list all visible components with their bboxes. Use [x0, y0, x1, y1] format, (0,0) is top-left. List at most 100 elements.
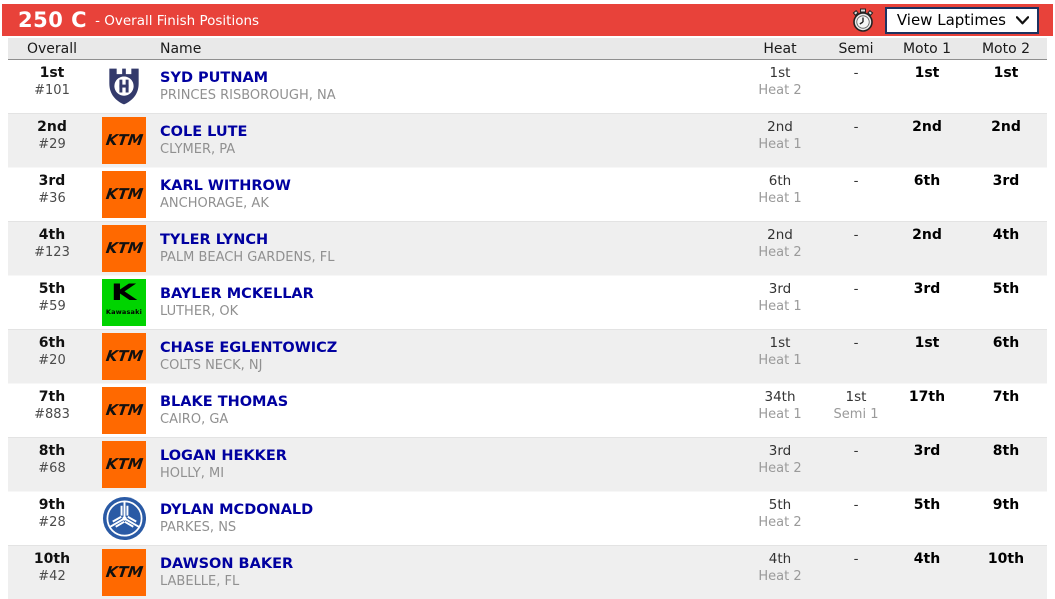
overall-position: 3rd — [38, 173, 66, 189]
semi-cell: - — [823, 330, 889, 383]
overall-position-cell: 8th #68 — [8, 438, 96, 491]
table-row: 8th #68 KTM LOGAN HEKKER HOLLY, MI 3rd H… — [8, 438, 1047, 492]
semi-cell: - — [823, 276, 889, 329]
table-row: 6th #20 KTM CHASE EGLENTOWICZ COLTS NECK… — [8, 330, 1047, 384]
overall-position-cell: 4th #123 — [8, 222, 96, 275]
ktm-logo-icon: KTM — [102, 387, 146, 434]
yamaha-logo-icon — [102, 495, 146, 542]
rider-name-link[interactable]: LOGAN HEKKER — [160, 448, 287, 464]
heat-position: 5th — [768, 497, 792, 513]
rider-hometown: LUTHER, OK — [160, 304, 239, 319]
brand-logo-cell — [96, 60, 152, 113]
rider-number: #42 — [38, 569, 66, 584]
moto2-position: 6th — [992, 335, 1020, 351]
rider-name-link[interactable]: TYLER LYNCH — [160, 232, 269, 248]
heat-label: Heat 2 — [758, 245, 802, 260]
heat-position: 1st — [769, 335, 791, 351]
column-header-overall: Overall — [26, 40, 78, 57]
rider-number: #101 — [34, 83, 70, 98]
rider-hometown: CLYMER, PA — [160, 142, 236, 157]
rider-number: #28 — [38, 515, 66, 530]
heat-cell: 1st Heat 2 — [737, 60, 823, 113]
heat-position: 1st — [769, 65, 791, 81]
brand-logo-cell: KTM — [96, 546, 152, 599]
rider-name-link[interactable]: CHASE EGLENTOWICZ — [160, 340, 338, 356]
rider-name-link[interactable]: COLE LUTE — [160, 124, 248, 140]
moto2-cell: 9th — [965, 492, 1047, 545]
semi-position: - — [853, 443, 859, 459]
table-row: 9th #28 DYLAN MCDONALD PARKES, NS 5th He… — [8, 492, 1047, 546]
stopwatch-icon — [851, 8, 875, 32]
rider-number: #123 — [34, 245, 70, 260]
heat-position: 3rd — [768, 443, 792, 459]
table-row: 10th #42 KTM DAWSON BAKER LABELLE, FL 4t… — [8, 546, 1047, 599]
moto1-position: 3rd — [913, 281, 941, 297]
rider-hometown: LABELLE, FL — [160, 574, 240, 589]
rider-name-link[interactable]: SYD PUTNAM — [160, 70, 269, 86]
moto2-position: 2nd — [991, 119, 1021, 135]
moto1-cell: 2nd — [889, 222, 965, 275]
semi-cell: - — [823, 438, 889, 491]
column-header-moto1: Moto 1 — [902, 40, 952, 57]
brand-logo-cell: KTM — [96, 438, 152, 491]
overall-position: 9th — [38, 497, 66, 513]
overall-position: 6th — [38, 335, 66, 351]
semi-label: Semi 1 — [833, 407, 879, 422]
heat-label: Heat 1 — [758, 407, 802, 422]
moto1-cell: 4th — [889, 546, 965, 599]
ktm-logo-icon: KTM — [102, 117, 146, 164]
table-row: 7th #883 KTM BLAKE THOMAS CAIRO, GA 34th… — [8, 384, 1047, 438]
rider-name-link[interactable]: BAYLER MCKELLAR — [160, 286, 314, 302]
semi-position: - — [853, 551, 859, 567]
moto1-position: 2nd — [912, 119, 942, 135]
moto2-cell: 6th — [965, 330, 1047, 383]
moto2-cell: 5th — [965, 276, 1047, 329]
rider-name-link[interactable]: DYLAN MCDONALD — [160, 502, 314, 518]
moto2-position: 1st — [993, 65, 1019, 81]
rider-name-link[interactable]: KARL WITHROW — [160, 178, 291, 194]
heat-position: 2nd — [767, 119, 793, 135]
rider-number: #20 — [38, 353, 66, 368]
heat-label: Heat 1 — [758, 191, 802, 206]
rider-cell: DAWSON BAKER LABELLE, FL — [152, 546, 737, 599]
rider-cell: LOGAN HEKKER HOLLY, MI — [152, 438, 737, 491]
rider-name-link[interactable]: BLAKE THOMAS — [160, 394, 289, 410]
column-header-moto2: Moto 2 — [981, 40, 1031, 57]
husqvarna-logo-icon — [102, 63, 146, 110]
table-header-row: Overall Name Heat Semi Moto 1 Moto 2 — [8, 38, 1047, 60]
semi-position: - — [853, 119, 859, 135]
ktm-logo-icon: KTM — [102, 171, 146, 218]
heat-label: Heat 1 — [758, 299, 802, 314]
rider-cell: DYLAN MCDONALD PARKES, NS — [152, 492, 737, 545]
brand-logo-cell: KTM — [96, 330, 152, 383]
class-title-bar: 250 C - Overall Finish Positions View La… — [2, 4, 1053, 36]
rider-hometown: CAIRO, GA — [160, 412, 229, 427]
moto1-position: 17th — [908, 389, 946, 405]
moto2-position: 3rd — [992, 173, 1020, 189]
view-laptimes-dropdown[interactable]: View Laptimes — [884, 6, 1039, 34]
moto2-position: 5th — [992, 281, 1020, 297]
view-laptimes-label: View Laptimes — [896, 11, 1006, 29]
semi-cell: - — [823, 60, 889, 113]
semi-position: - — [853, 497, 859, 513]
heat-position: 2nd — [767, 227, 793, 243]
semi-cell: - — [823, 168, 889, 221]
table-row: 3rd #36 KTM KARL WITHROW ANCHORAGE, AK 6… — [8, 168, 1047, 222]
heat-cell: 2nd Heat 1 — [737, 114, 823, 167]
rider-cell: CHASE EGLENTOWICZ COLTS NECK, NJ — [152, 330, 737, 383]
moto1-cell: 6th — [889, 168, 965, 221]
overall-position-cell: 3rd #36 — [8, 168, 96, 221]
moto1-position: 1st — [914, 65, 940, 81]
rider-number: #29 — [38, 137, 66, 152]
table-row: 4th #123 KTM TYLER LYNCH PALM BEACH GARD… — [8, 222, 1047, 276]
rider-cell: COLE LUTE CLYMER, PA — [152, 114, 737, 167]
rider-name-link[interactable]: DAWSON BAKER — [160, 556, 294, 572]
heat-cell: 5th Heat 2 — [737, 492, 823, 545]
moto1-position: 4th — [913, 551, 941, 567]
moto2-cell: 2nd — [965, 114, 1047, 167]
moto1-position: 5th — [913, 497, 941, 513]
rider-hometown: PRINCES RISBOROUGH, NA — [160, 88, 336, 103]
heat-cell: 1st Heat 1 — [737, 330, 823, 383]
brand-logo-cell: KTM — [96, 168, 152, 221]
semi-cell: - — [823, 222, 889, 275]
